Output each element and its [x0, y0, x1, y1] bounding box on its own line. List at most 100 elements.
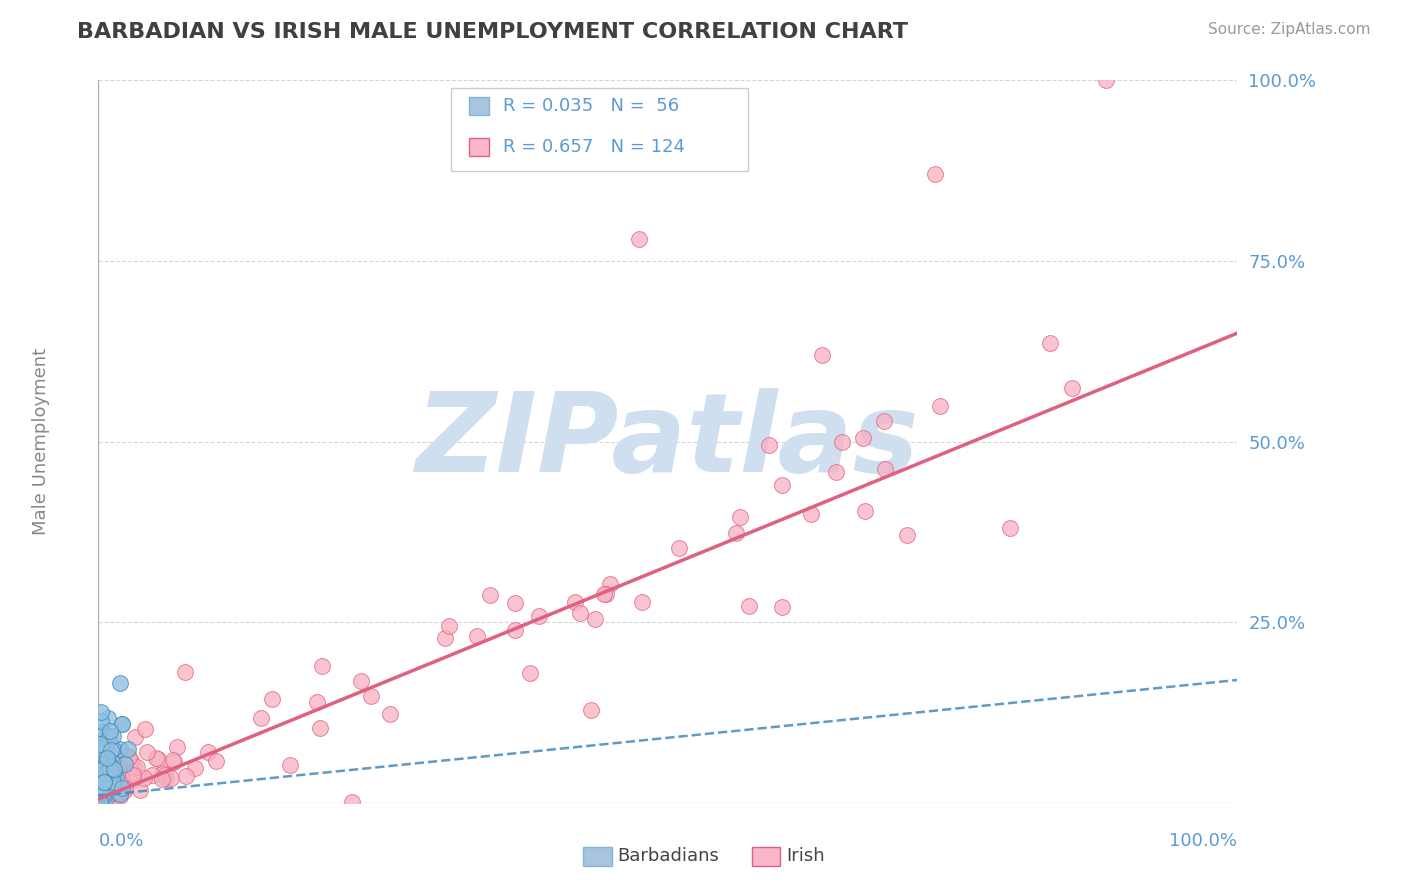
Point [121, 770, 143, 784]
Point [96, 763, 118, 777]
Point [503, 596, 526, 610]
Point [129, 782, 152, 797]
Point [595, 587, 617, 601]
Point [103, 767, 125, 781]
Point [875, 462, 897, 476]
Point [89, 764, 111, 778]
Point [117, 761, 139, 775]
Point [100, 763, 122, 777]
Point [90, 773, 112, 788]
Point [90, 763, 112, 777]
Point [103, 729, 125, 743]
Point [630, 595, 652, 609]
Point [98, 762, 121, 776]
Point [120, 754, 142, 768]
Point [101, 774, 124, 789]
Point [117, 748, 139, 763]
Point [103, 762, 125, 776]
Point [124, 730, 146, 744]
Point [184, 761, 207, 775]
Point [94, 789, 117, 803]
Point [96, 772, 118, 787]
Point [98, 776, 121, 790]
Point [770, 478, 793, 492]
Text: Barbadians: Barbadians [617, 847, 718, 865]
Point [96, 777, 118, 791]
Point [89, 785, 111, 799]
Point [110, 782, 132, 797]
Point [121, 767, 143, 781]
Point [136, 745, 159, 759]
Point [174, 665, 197, 679]
Point [166, 740, 188, 755]
Point [579, 703, 602, 717]
Point [924, 167, 946, 181]
Point [94, 763, 117, 777]
Point [360, 689, 382, 703]
Point [853, 504, 876, 518]
Point [105, 770, 128, 784]
Point [112, 784, 135, 798]
Point [810, 348, 832, 362]
Point [122, 772, 145, 786]
Point [94, 780, 117, 795]
Point [155, 767, 177, 781]
Point [122, 765, 145, 780]
Point [104, 780, 127, 794]
Point [519, 665, 541, 680]
FancyBboxPatch shape [468, 96, 489, 115]
Point [852, 431, 875, 445]
Point [93, 780, 115, 795]
Point [98, 729, 121, 743]
Point [770, 599, 793, 614]
Point [110, 770, 132, 784]
Point [101, 780, 124, 794]
Point [134, 722, 156, 736]
Text: R = 0.035   N =  56: R = 0.035 N = 56 [503, 97, 679, 115]
Point [738, 599, 761, 613]
Point [89, 789, 111, 804]
Point [114, 756, 136, 771]
Point [98, 723, 121, 738]
Point [96, 751, 118, 765]
Point [110, 716, 132, 731]
Point [378, 706, 401, 721]
Point [96, 764, 118, 778]
Point [155, 771, 177, 785]
Text: Source: ZipAtlas.com: Source: ZipAtlas.com [1208, 22, 1371, 37]
Point [93, 779, 115, 793]
Point [1038, 336, 1060, 351]
Point [89, 764, 111, 778]
Point [89, 754, 111, 768]
Point [174, 769, 197, 783]
Point [998, 521, 1021, 535]
Point [93, 726, 115, 740]
Point [111, 781, 134, 796]
Point [90, 756, 112, 770]
Text: ZIPatlas: ZIPatlas [416, 388, 920, 495]
Point [824, 465, 846, 479]
Point [349, 673, 371, 688]
Point [90, 725, 112, 739]
Point [91, 780, 114, 795]
Point [108, 675, 131, 690]
Text: Male Unemployment: Male Unemployment [32, 348, 51, 535]
Point [103, 764, 125, 778]
Point [100, 765, 122, 780]
Point [439, 618, 461, 632]
Point [89, 795, 111, 809]
Point [93, 774, 115, 789]
Point [90, 777, 112, 791]
Point [105, 789, 128, 803]
Point [831, 434, 853, 449]
Point [159, 771, 181, 785]
Point [162, 753, 184, 767]
Point [107, 757, 129, 772]
Point [93, 773, 115, 788]
Point [873, 414, 896, 428]
Point [478, 588, 501, 602]
Point [112, 779, 135, 793]
Point [108, 741, 131, 756]
Point [152, 766, 174, 780]
Text: 100.0%: 100.0% [1170, 831, 1237, 850]
